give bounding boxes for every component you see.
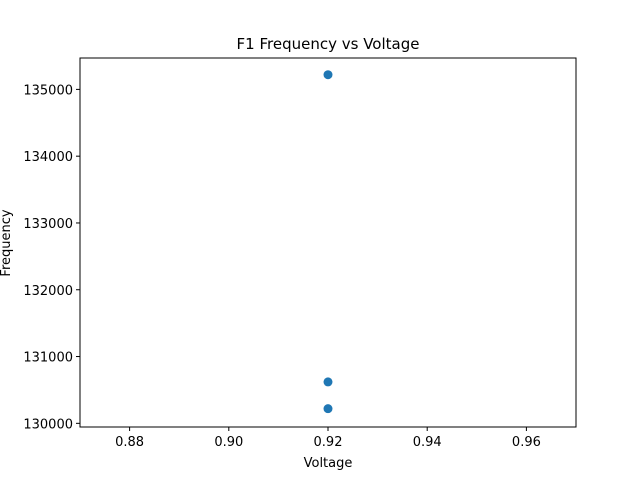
y-tick-label: 130000 bbox=[23, 417, 73, 432]
scatter-point bbox=[323, 70, 333, 80]
y-tick-label: 131000 bbox=[23, 351, 73, 366]
y-tick-label: 135000 bbox=[23, 83, 73, 98]
x-tick-label: 0.88 bbox=[115, 435, 144, 450]
y-tick-label: 134000 bbox=[23, 150, 73, 165]
x-tick-label: 0.94 bbox=[413, 435, 442, 450]
points-layer bbox=[323, 70, 333, 414]
x-tick-label: 0.92 bbox=[314, 435, 343, 450]
ticks-layer: 0.88 0.90 0.92 0.94 0.96 130000 131000 132000 13… bbox=[23, 83, 541, 450]
y-tick-label: 133000 bbox=[23, 217, 73, 232]
y-axis-label: Frequency bbox=[0, 209, 14, 276]
y-tick-label: 132000 bbox=[23, 284, 73, 299]
scatter-point bbox=[323, 377, 333, 387]
x-tick-label: 0.96 bbox=[512, 435, 541, 450]
x-tick-label: 0.90 bbox=[214, 435, 243, 450]
scatter-point bbox=[323, 404, 333, 414]
x-axis-label: Voltage bbox=[304, 456, 353, 471]
chart-title: F1 Frequency vs Voltage bbox=[237, 35, 420, 53]
plot-area-frame bbox=[79, 57, 577, 428]
